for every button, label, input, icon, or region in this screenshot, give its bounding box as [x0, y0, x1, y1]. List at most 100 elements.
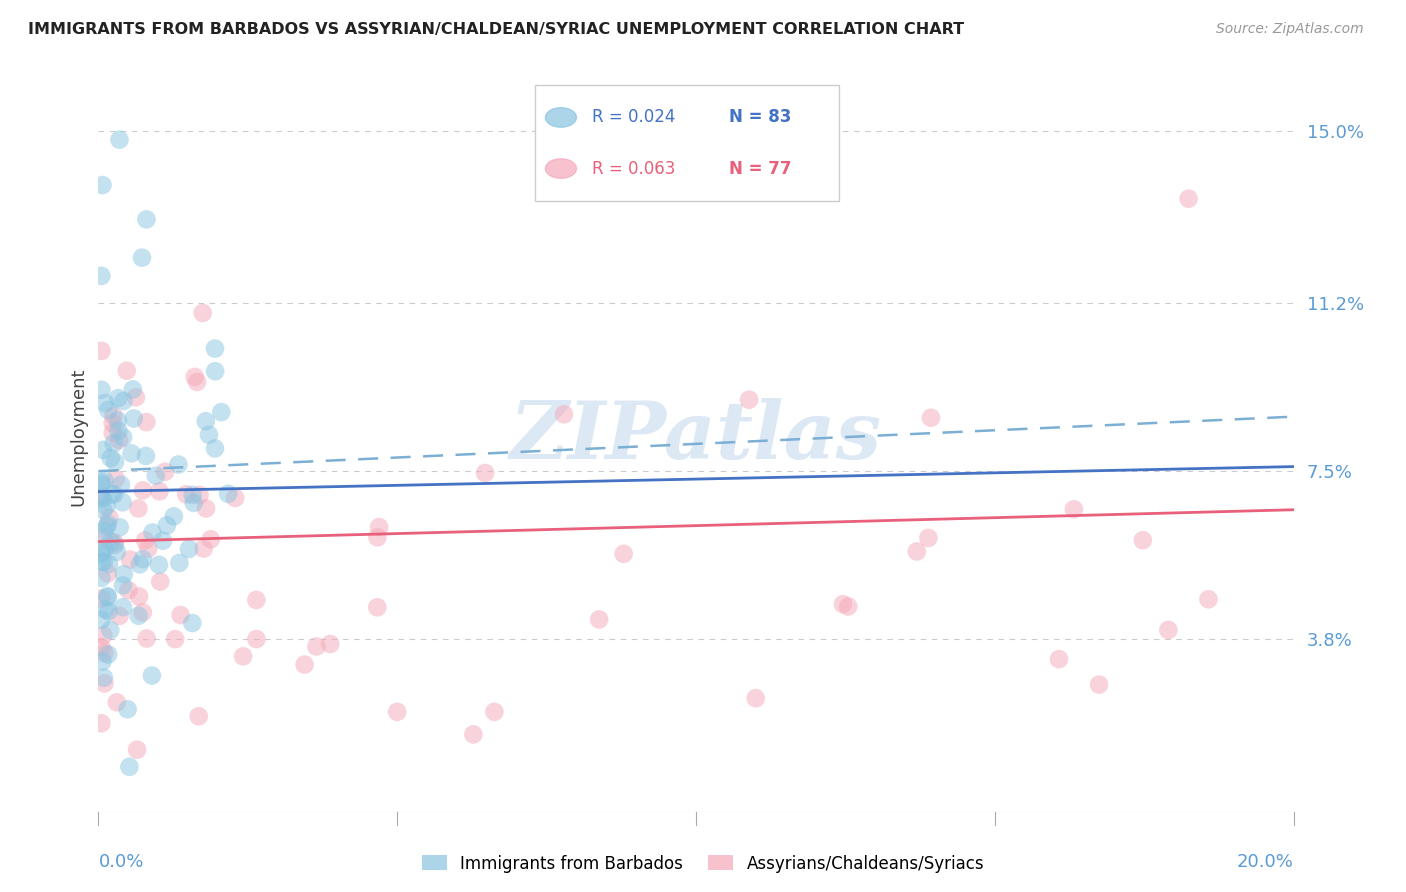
Assyrians/Chaldeans/Syriacs [135, 415, 157, 429]
Assyrians/Chaldeans/Syriacs [385, 705, 409, 719]
Immigrants from Barbados [97, 403, 120, 417]
Immigrants from Barbados [103, 487, 125, 501]
Assyrians/Chaldeans/Syriacs [319, 637, 342, 651]
Assyrians/Chaldeans/Syriacs [368, 520, 391, 534]
Assyrians/Chaldeans/Syriacs [193, 541, 215, 556]
Immigrants from Barbados [93, 542, 115, 557]
Immigrants from Barbados [91, 654, 114, 668]
Assyrians/Chaldeans/Syriacs [294, 657, 316, 672]
Text: R = 0.024: R = 0.024 [592, 109, 675, 127]
Assyrians/Chaldeans/Syriacs [245, 593, 267, 607]
Immigrants from Barbados [96, 589, 118, 603]
Assyrians/Chaldeans/Syriacs [245, 632, 267, 646]
Assyrians/Chaldeans/Syriacs [115, 364, 138, 378]
Immigrants from Barbados [90, 490, 112, 504]
Assyrians/Chaldeans/Syriacs [103, 535, 125, 549]
Immigrants from Barbados [118, 760, 141, 774]
Immigrants from Barbados [90, 555, 112, 569]
Immigrants from Barbados [181, 615, 204, 630]
Assyrians/Chaldeans/Syriacs [90, 489, 112, 503]
Immigrants from Barbados [90, 383, 112, 397]
Immigrants from Barbados [90, 477, 112, 491]
Immigrants from Barbados [105, 545, 128, 559]
Assyrians/Chaldeans/Syriacs [366, 600, 388, 615]
Immigrants from Barbados [107, 413, 129, 427]
Immigrants from Barbados [111, 495, 134, 509]
Text: 20.0%: 20.0% [1237, 853, 1294, 871]
Assyrians/Chaldeans/Syriacs [224, 491, 246, 505]
Immigrants from Barbados [121, 446, 143, 460]
Immigrants from Barbados [93, 473, 115, 487]
Text: IMMIGRANTS FROM BARBADOS VS ASSYRIAN/CHALDEAN/SYRIAC UNEMPLOYMENT CORRELATION CH: IMMIGRANTS FROM BARBADOS VS ASSYRIAN/CHA… [28, 22, 965, 37]
Assyrians/Chaldeans/Syriacs [135, 632, 157, 646]
Immigrants from Barbados [104, 538, 127, 552]
Immigrants from Barbados [93, 555, 115, 569]
Immigrants from Barbados [135, 212, 157, 227]
Immigrants from Barbados [97, 516, 120, 531]
Immigrants from Barbados [93, 502, 115, 516]
Immigrants from Barbados [209, 405, 232, 419]
Text: ZIPatlas: ZIPatlas [510, 399, 882, 475]
Assyrians/Chaldeans/Syriacs [97, 566, 120, 581]
Immigrants from Barbados [107, 424, 129, 438]
Immigrants from Barbados [110, 477, 132, 491]
Immigrants from Barbados [135, 449, 157, 463]
Circle shape [546, 159, 576, 178]
Assyrians/Chaldeans/Syriacs [186, 375, 208, 389]
Assyrians/Chaldeans/Syriacs [148, 484, 170, 499]
Immigrants from Barbados [108, 133, 131, 147]
Assyrians/Chaldeans/Syriacs [832, 597, 855, 611]
Assyrians/Chaldeans/Syriacs [232, 649, 254, 664]
Assyrians/Chaldeans/Syriacs [200, 533, 222, 547]
Assyrians/Chaldeans/Syriacs [101, 417, 124, 431]
Immigrants from Barbados [122, 411, 145, 425]
Immigrants from Barbados [97, 591, 120, 605]
Assyrians/Chaldeans/Syriacs [132, 606, 155, 620]
Text: Source: ZipAtlas.com: Source: ZipAtlas.com [1216, 22, 1364, 37]
Immigrants from Barbados [111, 578, 134, 592]
Assyrians/Chaldeans/Syriacs [917, 531, 939, 545]
Assyrians/Chaldeans/Syriacs [127, 742, 149, 756]
Assyrians/Chaldeans/Syriacs [108, 433, 131, 447]
Immigrants from Barbados [112, 567, 135, 582]
Immigrants from Barbados [204, 342, 226, 356]
Immigrants from Barbados [96, 519, 118, 533]
Assyrians/Chaldeans/Syriacs [1063, 502, 1085, 516]
Assyrians/Chaldeans/Syriacs [484, 705, 506, 719]
Immigrants from Barbados [145, 468, 167, 483]
Assyrians/Chaldeans/Syriacs [738, 392, 761, 407]
Assyrians/Chaldeans/Syriacs [1197, 592, 1219, 607]
Assyrians/Chaldeans/Syriacs [553, 407, 575, 421]
Immigrants from Barbados [90, 268, 112, 283]
Immigrants from Barbados [111, 600, 134, 615]
Assyrians/Chaldeans/Syriacs [837, 599, 859, 614]
Immigrants from Barbados [132, 552, 155, 566]
Assyrians/Chaldeans/Syriacs [90, 716, 112, 731]
Immigrants from Barbados [91, 442, 114, 457]
Assyrians/Chaldeans/Syriacs [169, 607, 191, 622]
Assyrians/Chaldeans/Syriacs [127, 501, 149, 516]
Immigrants from Barbados [98, 557, 121, 571]
Immigrants from Barbados [128, 608, 150, 623]
Immigrants from Barbados [100, 534, 122, 549]
Assyrians/Chaldeans/Syriacs [93, 529, 115, 543]
Assyrians/Chaldeans/Syriacs [93, 676, 115, 690]
Immigrants from Barbados [107, 391, 129, 405]
Assyrians/Chaldeans/Syriacs [136, 541, 159, 556]
Assyrians/Chaldeans/Syriacs [134, 533, 156, 548]
Assyrians/Chaldeans/Syriacs [920, 410, 942, 425]
Y-axis label: Unemployment: Unemployment [69, 368, 87, 507]
Assyrians/Chaldeans/Syriacs [745, 691, 768, 706]
Assyrians/Chaldeans/Syriacs [90, 591, 112, 606]
Immigrants from Barbados [177, 541, 200, 556]
Assyrians/Chaldeans/Syriacs [474, 466, 496, 480]
Assyrians/Chaldeans/Syriacs [93, 646, 115, 660]
Assyrians/Chaldeans/Syriacs [305, 640, 328, 654]
Assyrians/Chaldeans/Syriacs [117, 583, 139, 598]
Assyrians/Chaldeans/Syriacs [184, 370, 207, 384]
Immigrants from Barbados [100, 451, 122, 466]
Immigrants from Barbados [181, 488, 204, 502]
Assyrians/Chaldeans/Syriacs [91, 628, 114, 642]
Assyrians/Chaldeans/Syriacs [195, 501, 218, 516]
Assyrians/Chaldeans/Syriacs [463, 727, 485, 741]
